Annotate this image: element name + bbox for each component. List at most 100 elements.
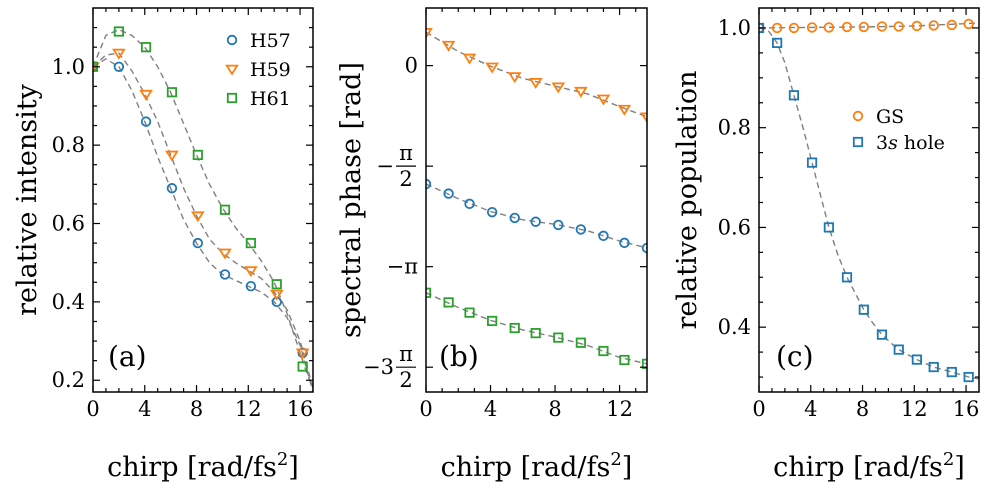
data-point [245, 238, 256, 249]
legend-marker [226, 34, 238, 46]
y-tick-prefix: −3 [363, 355, 394, 379]
data-point [911, 354, 922, 365]
data-point [140, 116, 152, 127]
y-axis-label: spectral phase [rad] [336, 62, 367, 338]
data-point [596, 94, 611, 106]
data-point [192, 237, 204, 249]
axes-frame [92, 7, 314, 393]
data-point [946, 19, 958, 31]
legend-marker [226, 92, 238, 104]
y-tick-numerator: π [399, 342, 413, 366]
x-tick-label: 12 [235, 397, 262, 421]
data-point [893, 344, 904, 355]
data-point [219, 204, 231, 215]
data-point [462, 53, 477, 65]
data-point [443, 297, 454, 308]
legend-marker [225, 64, 239, 76]
data-point [166, 183, 178, 194]
y-tick-label: 0 [405, 54, 418, 78]
data-point [893, 21, 904, 32]
data-point [190, 211, 205, 223]
data-point [619, 237, 630, 249]
data-point [530, 216, 541, 227]
legend: H57 H59 H61 [225, 30, 291, 110]
y-tick-prefix: − [376, 154, 394, 178]
x-axis-label: chirp [rad/fs2] [773, 449, 965, 483]
data-point [139, 89, 153, 101]
data-point [551, 82, 566, 94]
data-point [93, 62, 100, 74]
x-tick-label: 16 [287, 397, 314, 421]
data-point [788, 90, 800, 101]
data-point [485, 62, 499, 74]
x-axis-label: chirp [rad/fs2] [441, 449, 633, 483]
data-point [963, 371, 974, 383]
legend-entry: 3s hole [876, 132, 945, 154]
data-point [841, 272, 853, 283]
data-point [509, 212, 520, 224]
y-tick-label: −π [387, 255, 419, 279]
data-point [641, 242, 647, 254]
y-tick-numerator: π [399, 141, 413, 165]
data-point [509, 322, 520, 334]
legend-entry: GS [876, 106, 904, 128]
data-point [928, 361, 939, 373]
data-point [244, 266, 258, 278]
data-point [946, 366, 957, 378]
legend-marker [852, 110, 864, 122]
legend-entry: H57 [250, 30, 291, 52]
data-point [598, 230, 609, 242]
fit-line [426, 183, 647, 249]
y-axis-label: relative intensity [12, 83, 43, 316]
x-tick-label: 16 [953, 397, 980, 421]
data-point [165, 150, 179, 162]
data-point [112, 48, 126, 60]
fit-line [93, 58, 313, 392]
data-point [771, 22, 783, 34]
panel-label: (c) [776, 340, 814, 373]
y-tick-label: 0.4 [52, 290, 85, 314]
data-point [911, 20, 923, 32]
data-point [192, 149, 203, 161]
x-tick-label: 4 [804, 397, 817, 421]
data-point [245, 281, 257, 292]
y-tick-label: π2−3 [363, 342, 416, 392]
x-tick-label: 0 [86, 397, 99, 421]
data-point [553, 332, 564, 343]
data-point [876, 21, 888, 32]
panel-a: 0 4 8 12 16 0.2 0.4 0.6 0.8 1.0 chirp [rad/fs2] rel… [12, 7, 314, 483]
x-tick-label: 12 [901, 397, 928, 421]
data-point [858, 21, 870, 33]
fit-line [759, 27, 979, 380]
y-axis-label: relative population [672, 71, 703, 330]
x-tick-label: 0 [419, 397, 432, 421]
data-point [598, 345, 609, 357]
x-tick-label: 8 [856, 397, 869, 421]
fit-line [759, 22, 979, 29]
data-point [619, 354, 630, 366]
y-tick-label: 0.6 [52, 212, 85, 236]
data-point [553, 219, 564, 231]
data-point [443, 188, 454, 199]
data-point [426, 28, 433, 39]
legend-entry: H61 [250, 88, 291, 110]
plot-area [93, 26, 313, 392]
y-tick-label: 1.0 [718, 16, 751, 40]
data-point [219, 269, 231, 280]
panel-label: (a) [108, 340, 147, 373]
data-point [574, 86, 588, 98]
x-axis-label: chirp [rad/fs2] [107, 449, 299, 483]
x-tick-label: 12 [606, 397, 633, 421]
fit-line [93, 28, 313, 389]
data-point [487, 315, 498, 327]
data-point [464, 307, 475, 318]
data-point [486, 206, 498, 218]
data-point [788, 22, 800, 34]
data-point [297, 361, 308, 372]
data-point [823, 222, 834, 233]
data-point [528, 77, 543, 89]
legend: GS 3s hole [852, 106, 945, 154]
y-tick-denominator: 2 [399, 368, 412, 392]
